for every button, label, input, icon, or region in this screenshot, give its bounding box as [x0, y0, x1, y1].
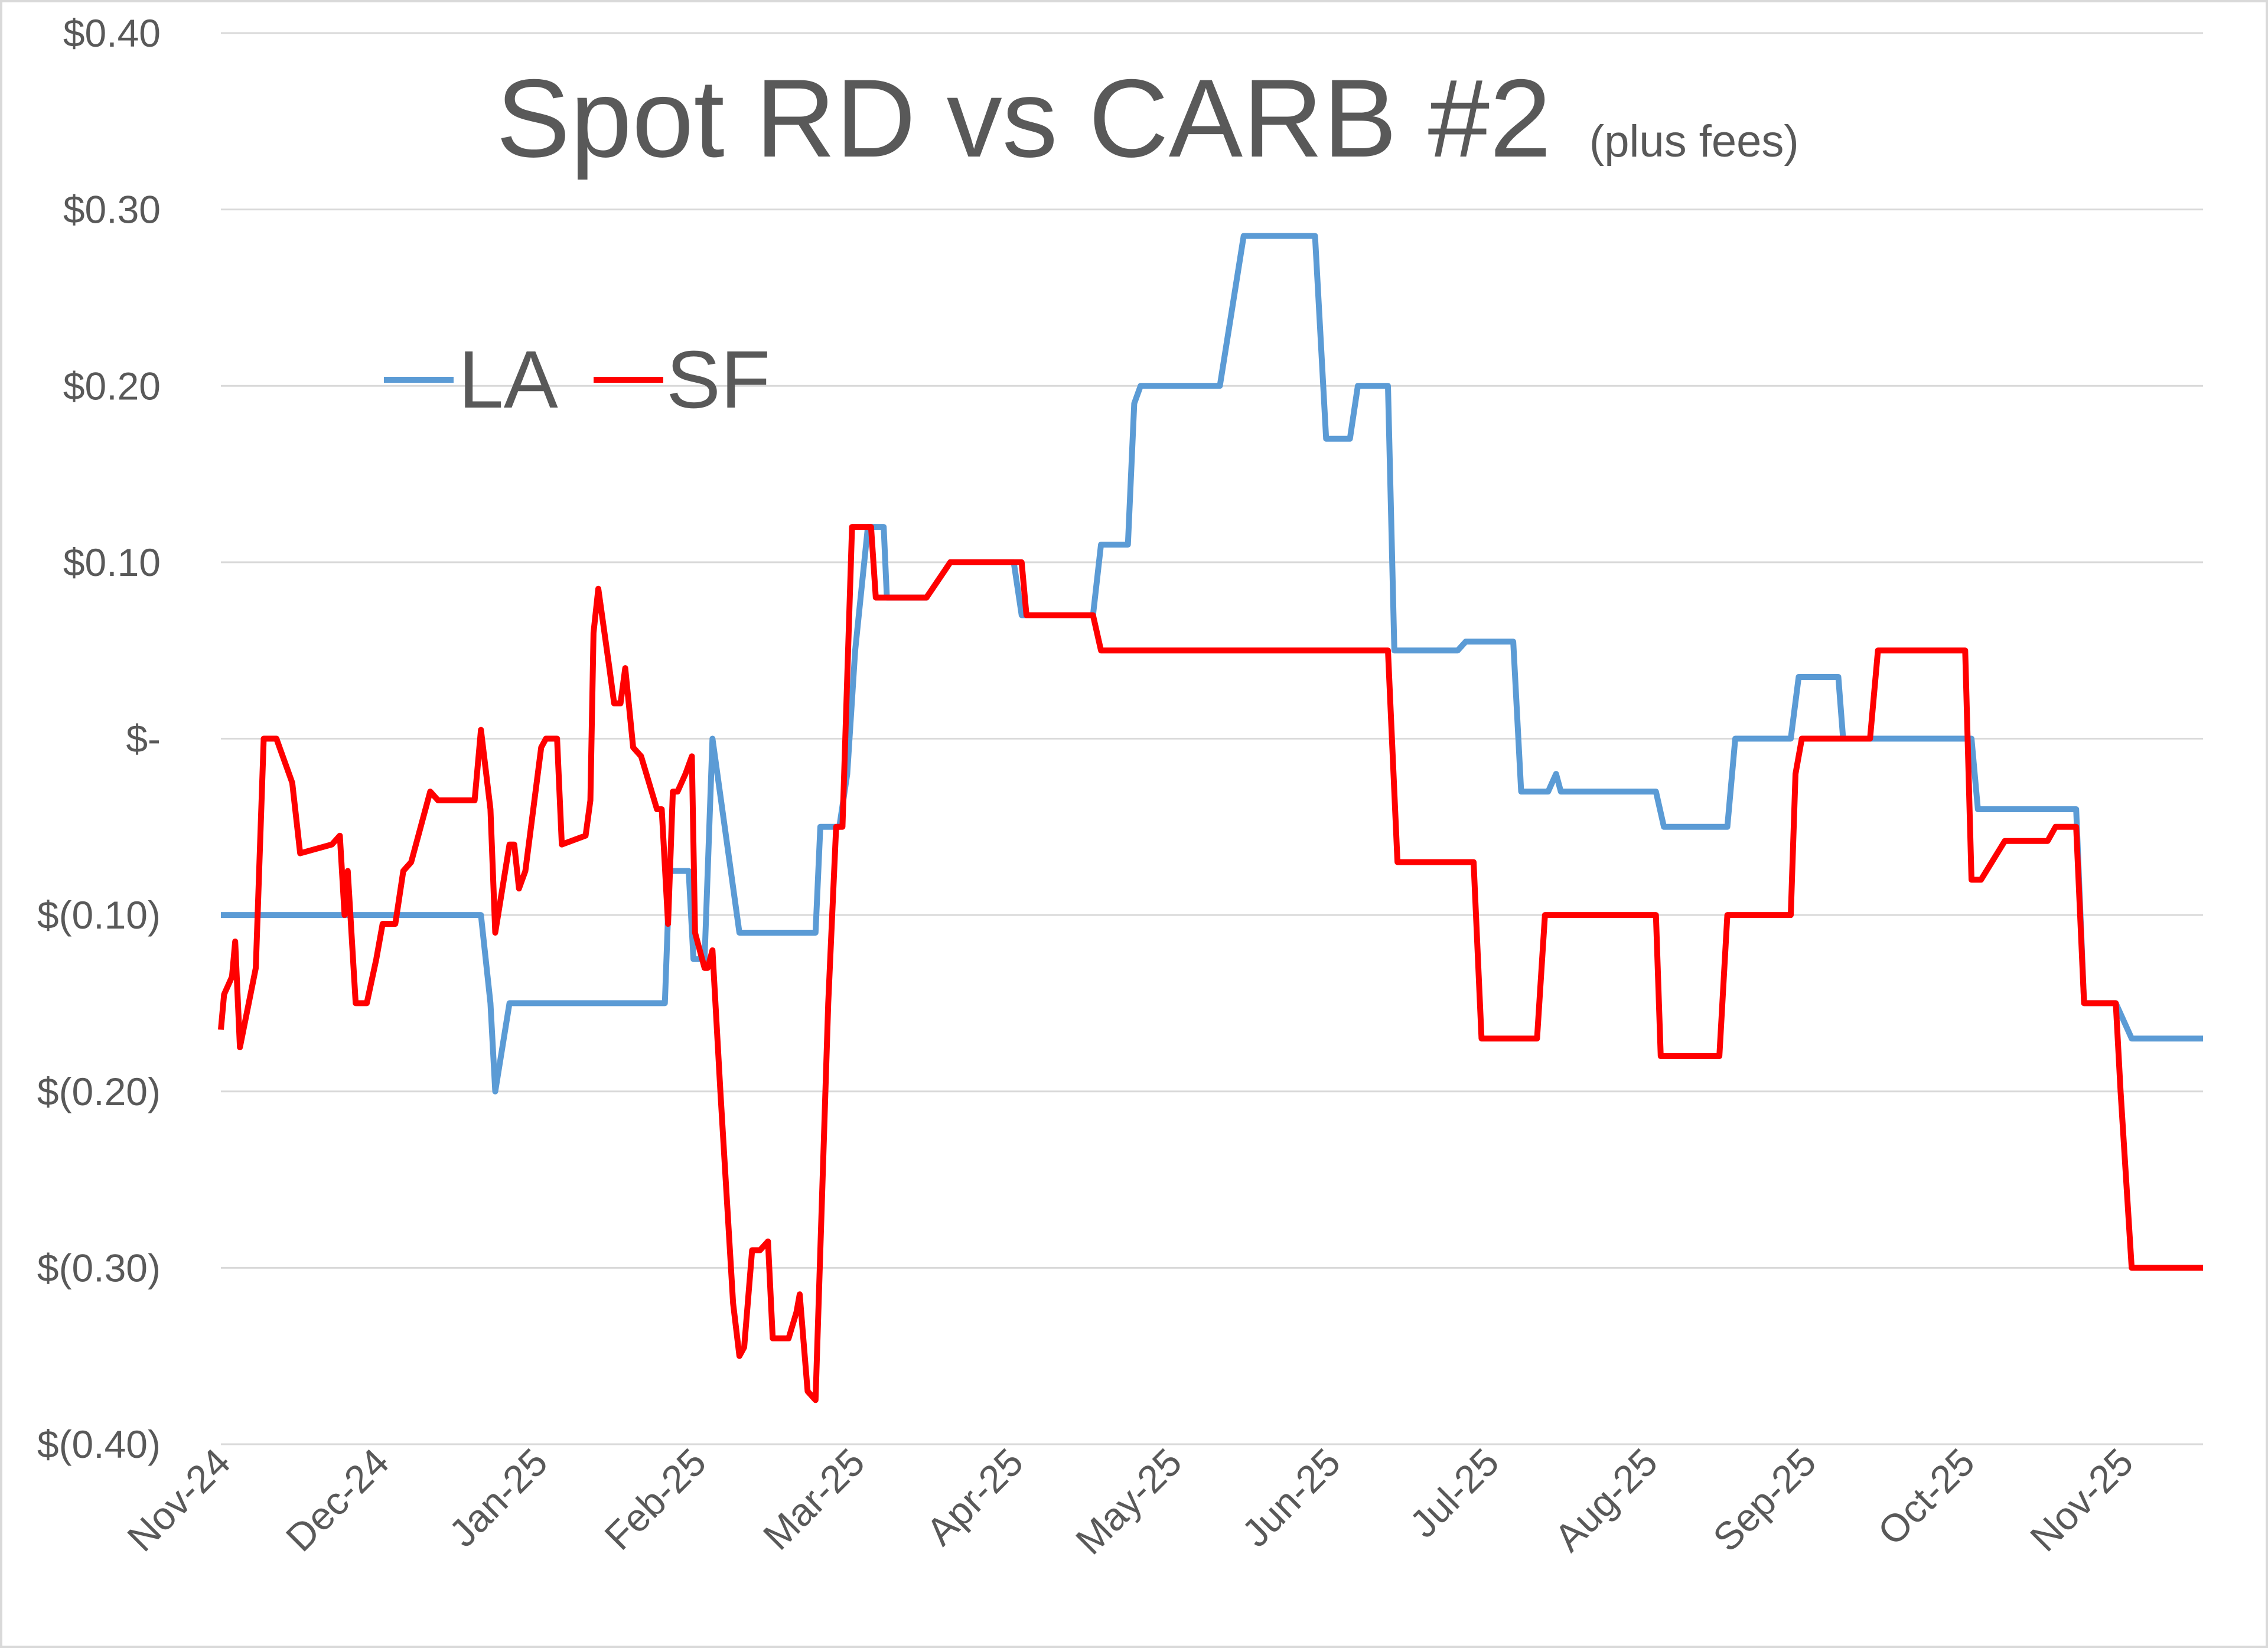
y-tick-label: $0.10	[63, 540, 161, 584]
legend: LA SF	[384, 334, 770, 425]
y-tick-label: $(0.10)	[37, 893, 161, 937]
chart-title-main: Spot RD vs CARB #2	[496, 56, 1552, 180]
y-tick-label: $0.40	[63, 11, 161, 55]
legend-la-label: LA	[458, 334, 558, 425]
series-line-la	[221, 233, 2203, 1095]
y-tick-label: $0.20	[63, 364, 161, 408]
y-tick-label: $(0.20)	[37, 1070, 161, 1113]
y-tick-label: $0.30	[63, 188, 161, 232]
legend-sf-label: SF	[666, 334, 770, 425]
series-line-sf	[218, 524, 2203, 1403]
y-axis-labels: $0.40 $0.30 $0.20 $0.10 $- $(0.10) $(0.20) $(0.…	[37, 11, 161, 1466]
chart-title: Spot RD vs CARB #2 (plus fees)	[496, 56, 1799, 180]
y-tick-label: $-	[126, 717, 161, 761]
y-tick-label: $(0.40)	[37, 1422, 161, 1466]
series-lines	[218, 233, 2203, 1403]
y-tick-label: $(0.30)	[37, 1246, 161, 1289]
chart-title-subtitle: (plus fees)	[1589, 116, 1799, 167]
